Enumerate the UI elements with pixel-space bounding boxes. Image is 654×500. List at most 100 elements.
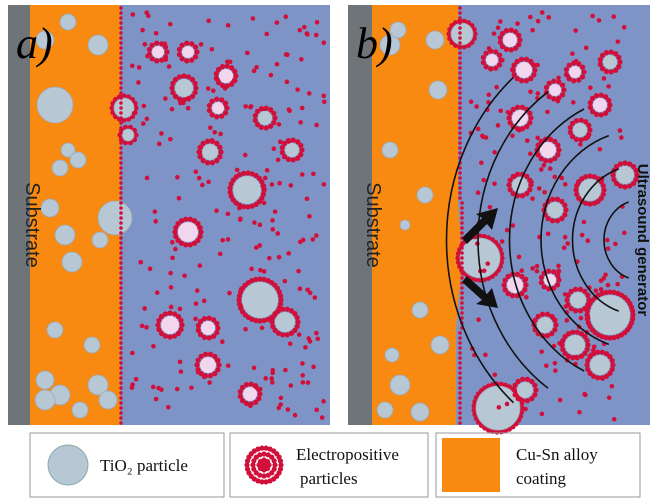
ion: [263, 376, 269, 381]
ion: [261, 451, 267, 457]
tio2-particle: [152, 46, 164, 58]
tio2-particle: [573, 123, 587, 137]
ion: [243, 104, 248, 109]
ion: [119, 146, 123, 150]
ion: [510, 133, 515, 139]
ion: [201, 316, 208, 322]
ion: [458, 131, 462, 135]
ion: [615, 281, 620, 287]
ion: [599, 375, 605, 381]
ion: [499, 30, 506, 36]
ion: [197, 224, 203, 231]
ion: [574, 191, 580, 197]
ion: [119, 36, 123, 40]
ion: [488, 66, 494, 72]
ion: [458, 96, 462, 100]
ion: [298, 152, 304, 158]
ion: [458, 376, 462, 380]
ion: [633, 167, 639, 174]
ion: [219, 82, 226, 88]
tio2-particle: [507, 277, 523, 293]
ion: [122, 124, 129, 130]
ion: [236, 293, 243, 299]
ion: [159, 57, 165, 63]
ion: [119, 176, 123, 180]
ion: [547, 136, 554, 142]
ion: [217, 144, 223, 150]
ion: [519, 268, 524, 273]
ion: [542, 189, 547, 195]
ion: [563, 66, 569, 73]
ion: [603, 68, 610, 74]
ion: [572, 308, 579, 314]
ion: [458, 26, 462, 30]
ion: [559, 92, 566, 98]
ion: [119, 196, 123, 200]
wave: [603, 201, 629, 279]
ion: [288, 183, 294, 188]
ion: [519, 376, 526, 382]
ion: [458, 396, 462, 400]
ion: [460, 296, 464, 300]
tio2-particle: [486, 54, 498, 66]
ion: [458, 31, 462, 35]
ion: [169, 85, 175, 91]
ion: [295, 139, 301, 145]
ion: [458, 351, 462, 355]
ion: [276, 405, 282, 411]
ion: [227, 290, 232, 296]
ion: [458, 401, 462, 405]
ion: [598, 287, 604, 292]
ion: [252, 117, 258, 123]
ion: [538, 167, 544, 172]
ion: [595, 349, 601, 355]
ion: [591, 200, 597, 206]
ion: [195, 221, 201, 227]
ion: [249, 171, 255, 177]
ion: [119, 51, 123, 55]
ion: [545, 216, 551, 222]
ion: [200, 158, 206, 164]
ion: [254, 122, 261, 128]
ion: [303, 345, 308, 350]
ion: [460, 256, 464, 260]
ion: [127, 124, 134, 130]
ion: [270, 218, 275, 223]
ion: [603, 94, 609, 100]
ion: [579, 232, 585, 238]
ion: [460, 216, 464, 220]
ion: [191, 240, 198, 246]
ion: [295, 155, 301, 161]
ion: [519, 273, 525, 279]
ion: [253, 383, 259, 389]
ion: [119, 336, 123, 340]
ion: [159, 387, 164, 392]
ion: [617, 161, 624, 167]
ion: [192, 44, 199, 50]
ion: [206, 315, 212, 321]
ion: [593, 111, 600, 117]
ion: [556, 277, 562, 283]
ion: [606, 84, 611, 89]
ion: [460, 246, 464, 250]
ion: [503, 46, 510, 52]
ion: [458, 81, 462, 85]
ion: [181, 97, 187, 103]
ion: [219, 97, 225, 103]
ion: [218, 131, 223, 137]
ion: [307, 214, 312, 219]
ion: [178, 326, 184, 333]
ion: [514, 58, 520, 64]
ion: [179, 56, 185, 62]
ion: [119, 41, 123, 45]
ion: [524, 191, 530, 197]
ion: [460, 231, 464, 235]
ion: [523, 56, 530, 62]
ion: [554, 282, 561, 288]
ion: [498, 19, 503, 24]
ion: [481, 177, 487, 183]
ion: [510, 173, 516, 179]
ion: [261, 276, 267, 283]
ion: [119, 66, 123, 70]
ion: [215, 66, 222, 72]
